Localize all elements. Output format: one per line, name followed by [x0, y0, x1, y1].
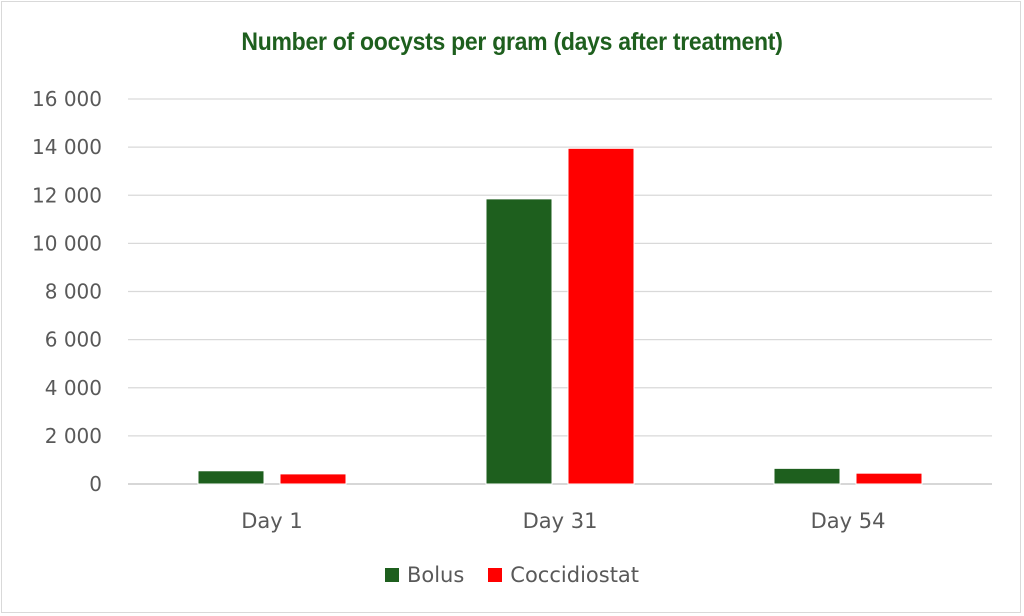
legend-label-coccidiostat: Coccidiostat [510, 563, 640, 587]
chart-title: Number of oocysts per gram (days after t… [241, 28, 783, 56]
x-category-label: Day 1 [241, 509, 303, 533]
y-tick-label: 0 [89, 472, 102, 496]
bar-bolus-day-31 [485, 198, 553, 485]
legend-swatch-bolus [384, 568, 399, 582]
y-tick-label: 14 000 [32, 135, 102, 159]
x-category-label: Day 31 [523, 509, 598, 533]
bar-bolus-day-54 [773, 467, 841, 485]
y-tick-label: 10 000 [32, 231, 102, 255]
bar-coccidiostat-day-54 [855, 472, 923, 485]
bar-bolus-day-1 [197, 470, 265, 485]
legend: Bolus Coccidiostat [0, 560, 1024, 590]
legend-label-bolus: Bolus [406, 563, 465, 587]
y-tick-label: 6 000 [45, 328, 102, 352]
y-tick-label: 16 000 [32, 87, 102, 111]
legend-item-bolus: Bolus [384, 563, 465, 587]
legend-item-coccidiostat: Coccidiostat [488, 563, 639, 587]
y-tick-label: 2 000 [45, 424, 102, 448]
bar-coccidiostat-day-1 [279, 473, 347, 485]
legend-swatch-coccidiostat [488, 568, 503, 582]
y-tick-label: 8 000 [45, 280, 102, 304]
x-category-label: Day 54 [811, 509, 886, 533]
y-tick-label: 12 000 [32, 183, 102, 207]
y-tick-label: 4 000 [45, 376, 102, 400]
bar-coccidiostat-day-31 [567, 147, 635, 485]
